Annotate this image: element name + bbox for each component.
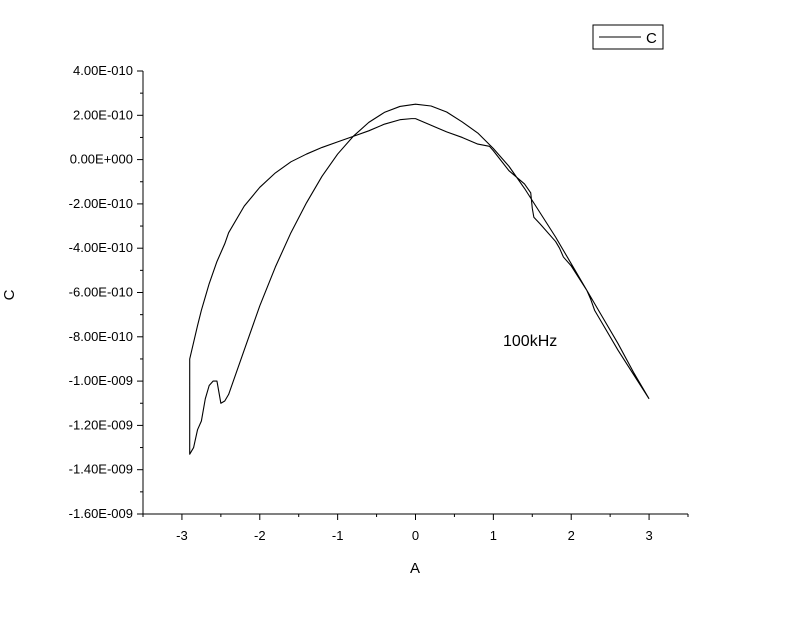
y-tick-label: 0.00E+000 xyxy=(70,152,133,167)
x-tick-label: -2 xyxy=(254,528,266,543)
x-tick-label: 1 xyxy=(490,528,497,543)
x-tick-label: 3 xyxy=(645,528,652,543)
annotation-frequency: 100kHz xyxy=(503,333,557,350)
y-tick-label: -2.00E-010 xyxy=(69,196,133,211)
y-tick-label: -4.00E-010 xyxy=(69,240,133,255)
x-ticks: -3 -2 -1 0 1 2 3 xyxy=(142,514,689,543)
legend-label: C xyxy=(646,30,657,47)
y-tick-label: -8.00E-010 xyxy=(69,329,133,344)
x-tick-label: 0 xyxy=(412,528,419,543)
x-tick-label: -1 xyxy=(332,528,344,543)
y-axis-title: C xyxy=(1,289,18,300)
y-tick-label: 4.00E-010 xyxy=(73,63,133,78)
legend: C xyxy=(592,24,664,50)
y-tick-label: -1.20E-009 xyxy=(69,417,133,432)
y-tick-label: -1.40E-009 xyxy=(69,462,133,477)
y-tick-label: -1.00E-009 xyxy=(69,373,133,388)
x-axis-title: A xyxy=(410,560,420,577)
series-lines xyxy=(189,103,650,455)
y-ticks: 4.00E-010 2.00E-010 0.00E+000 -2.00E-010 -4.… xyxy=(69,63,143,521)
y-tick-label: 2.00E-010 xyxy=(73,107,133,122)
series-line-C xyxy=(189,103,650,455)
axes xyxy=(142,71,688,515)
y-tick-label: -1.60E-009 xyxy=(69,506,133,521)
x-tick-label: 2 xyxy=(568,528,575,543)
x-tick-label: -3 xyxy=(176,528,188,543)
y-tick-label: -6.00E-010 xyxy=(69,285,133,300)
